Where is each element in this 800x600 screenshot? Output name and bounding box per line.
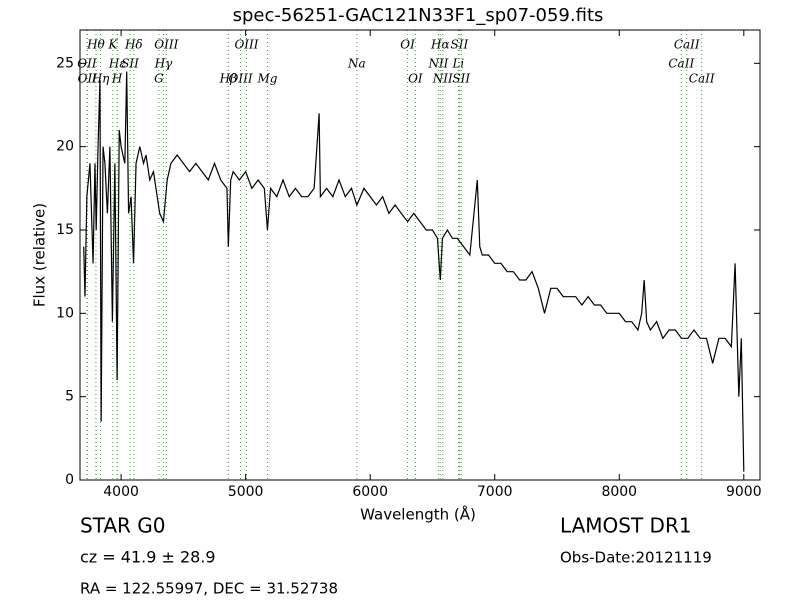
spectral-line-label: Na	[347, 57, 366, 71]
x-tick-label: 5000	[228, 484, 264, 500]
x-tick-label: 4000	[103, 484, 139, 500]
annotation: LAMOST DR1	[560, 514, 692, 538]
y-tick-label: 25	[56, 55, 74, 71]
spectral-line-label: Mg	[256, 72, 277, 86]
spectral-line-label: CaII	[674, 38, 700, 52]
spectral-line-label: G	[154, 72, 164, 86]
spectral-line-label: OI	[408, 72, 423, 86]
spectral-line-label: NII	[432, 72, 453, 86]
spectral-line-label: Hγ	[154, 57, 173, 71]
spectral-line-label: Hη	[91, 72, 110, 86]
spectral-line-label: Hδ	[124, 38, 143, 52]
annotation: RA = 122.55997, DEC = 31.52738	[80, 580, 338, 598]
annotation: Obs-Date:20121119	[560, 549, 712, 567]
y-tick-label: 15	[56, 222, 74, 238]
spectral-line-label: SII	[451, 38, 469, 52]
spectral-line-label: OI	[400, 38, 415, 52]
x-tick-label: 8000	[601, 484, 637, 500]
spectral-line-label: SII	[452, 72, 470, 86]
x-axis-label: Wavelength (Å)	[360, 505, 476, 524]
y-tick-label: 10	[56, 305, 74, 321]
spectral-line-label: NII	[427, 57, 448, 71]
spectral-line-label: Hβ	[219, 72, 237, 86]
spectrum-line	[83, 71, 745, 472]
spectral-line-label: CaII	[689, 72, 715, 86]
chart-title: spec-56251-GAC121N33F1_sp07-059.fits	[233, 5, 604, 26]
spectral-line-label: OIII	[229, 72, 253, 86]
spectral-line-label: H	[111, 72, 123, 86]
annotation: STAR G0	[80, 514, 166, 538]
spectral-line-label: OII	[78, 72, 98, 86]
y-tick-label: 5	[65, 389, 74, 405]
annotation: cz = 41.9 ± 28.9	[80, 548, 216, 567]
spectral-line-label: OII	[77, 57, 97, 71]
spectral-line-label: CaII	[668, 57, 694, 71]
x-tick-label: 6000	[352, 484, 388, 500]
spectral-line-label: Hθ	[86, 38, 105, 52]
spectral-line-label: Hα	[430, 38, 450, 52]
spectral-line-label: OIII	[154, 38, 178, 52]
x-tick-label: 7000	[477, 484, 513, 500]
plot-frame	[79, 29, 761, 481]
y-axis-label: Flux (relative)	[31, 203, 49, 307]
y-tick-label: 0	[65, 472, 74, 488]
spectral-line-label: K	[107, 38, 118, 52]
spectral-line-label: OIII	[234, 38, 258, 52]
spectral-line-label: Li	[451, 57, 464, 71]
y-tick-label: 20	[56, 139, 74, 155]
x-tick-label: 9000	[726, 484, 762, 500]
spectral-line-label: SII	[121, 57, 139, 71]
